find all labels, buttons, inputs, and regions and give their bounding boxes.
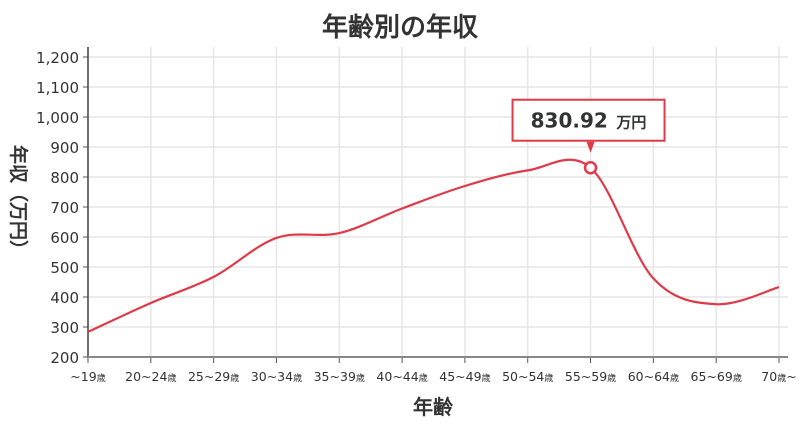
x-tick-label: 20~24歳 xyxy=(125,369,176,384)
y-tick-label: 600 xyxy=(50,229,79,247)
tooltip-arrow xyxy=(586,141,595,153)
y-tick-label: 300 xyxy=(50,319,79,337)
tooltip-value: 830.92 xyxy=(531,109,608,133)
x-tick-label: 60~64歳 xyxy=(628,369,679,384)
tooltip: 830.92 万円 xyxy=(511,98,666,153)
x-axis: ~19歳 20~24歳 25~29歳 30~34歳 35~39歳 40~44歳 45~49歳… xyxy=(70,356,797,384)
y-tick-label: 400 xyxy=(50,289,79,307)
x-tick-label: 65~69歳 xyxy=(691,369,742,384)
x-tick-label: 35~39歳 xyxy=(314,369,365,384)
x-tick-label: 40~44歳 xyxy=(376,369,427,384)
y-tick-label: 700 xyxy=(50,199,79,217)
y-axis: 200 300 400 500 600 700 800 900 1,000 1,100 1,200 xyxy=(36,47,89,367)
tooltip-unit: 万円 xyxy=(615,114,646,132)
y-tick-label: 1,100 xyxy=(36,79,79,97)
x-tick-label: 30~34歳 xyxy=(251,369,302,384)
y-tick-label: 1,000 xyxy=(36,109,79,127)
highlight-point[interactable] xyxy=(583,160,598,175)
y-tick-label: 900 xyxy=(50,139,79,157)
y-tick-label: 200 xyxy=(50,349,79,367)
x-tick-label: 70歳~ xyxy=(761,369,796,384)
grid xyxy=(87,47,788,357)
tooltip-box xyxy=(511,98,666,142)
x-tick-label: 50~54歳 xyxy=(502,369,553,384)
tooltip-text: 830.92 万円 xyxy=(531,109,647,133)
x-tick-label: 55~59歳 xyxy=(565,369,616,384)
y-axis-label: 年収（万円） xyxy=(7,145,30,259)
y-tick-label: 1,200 xyxy=(36,49,79,67)
x-tick-label: 25~29歳 xyxy=(188,369,239,384)
x-tick-label: 45~49歳 xyxy=(439,369,490,384)
x-tick-label: ~19歳 xyxy=(70,369,105,384)
x-axis-label: 年齢 xyxy=(413,395,454,419)
chart-title: 年齢別の年収 xyxy=(322,12,479,43)
y-tick-label: 800 xyxy=(50,169,79,187)
series-line xyxy=(87,158,780,333)
y-tick-label: 500 xyxy=(50,259,79,277)
